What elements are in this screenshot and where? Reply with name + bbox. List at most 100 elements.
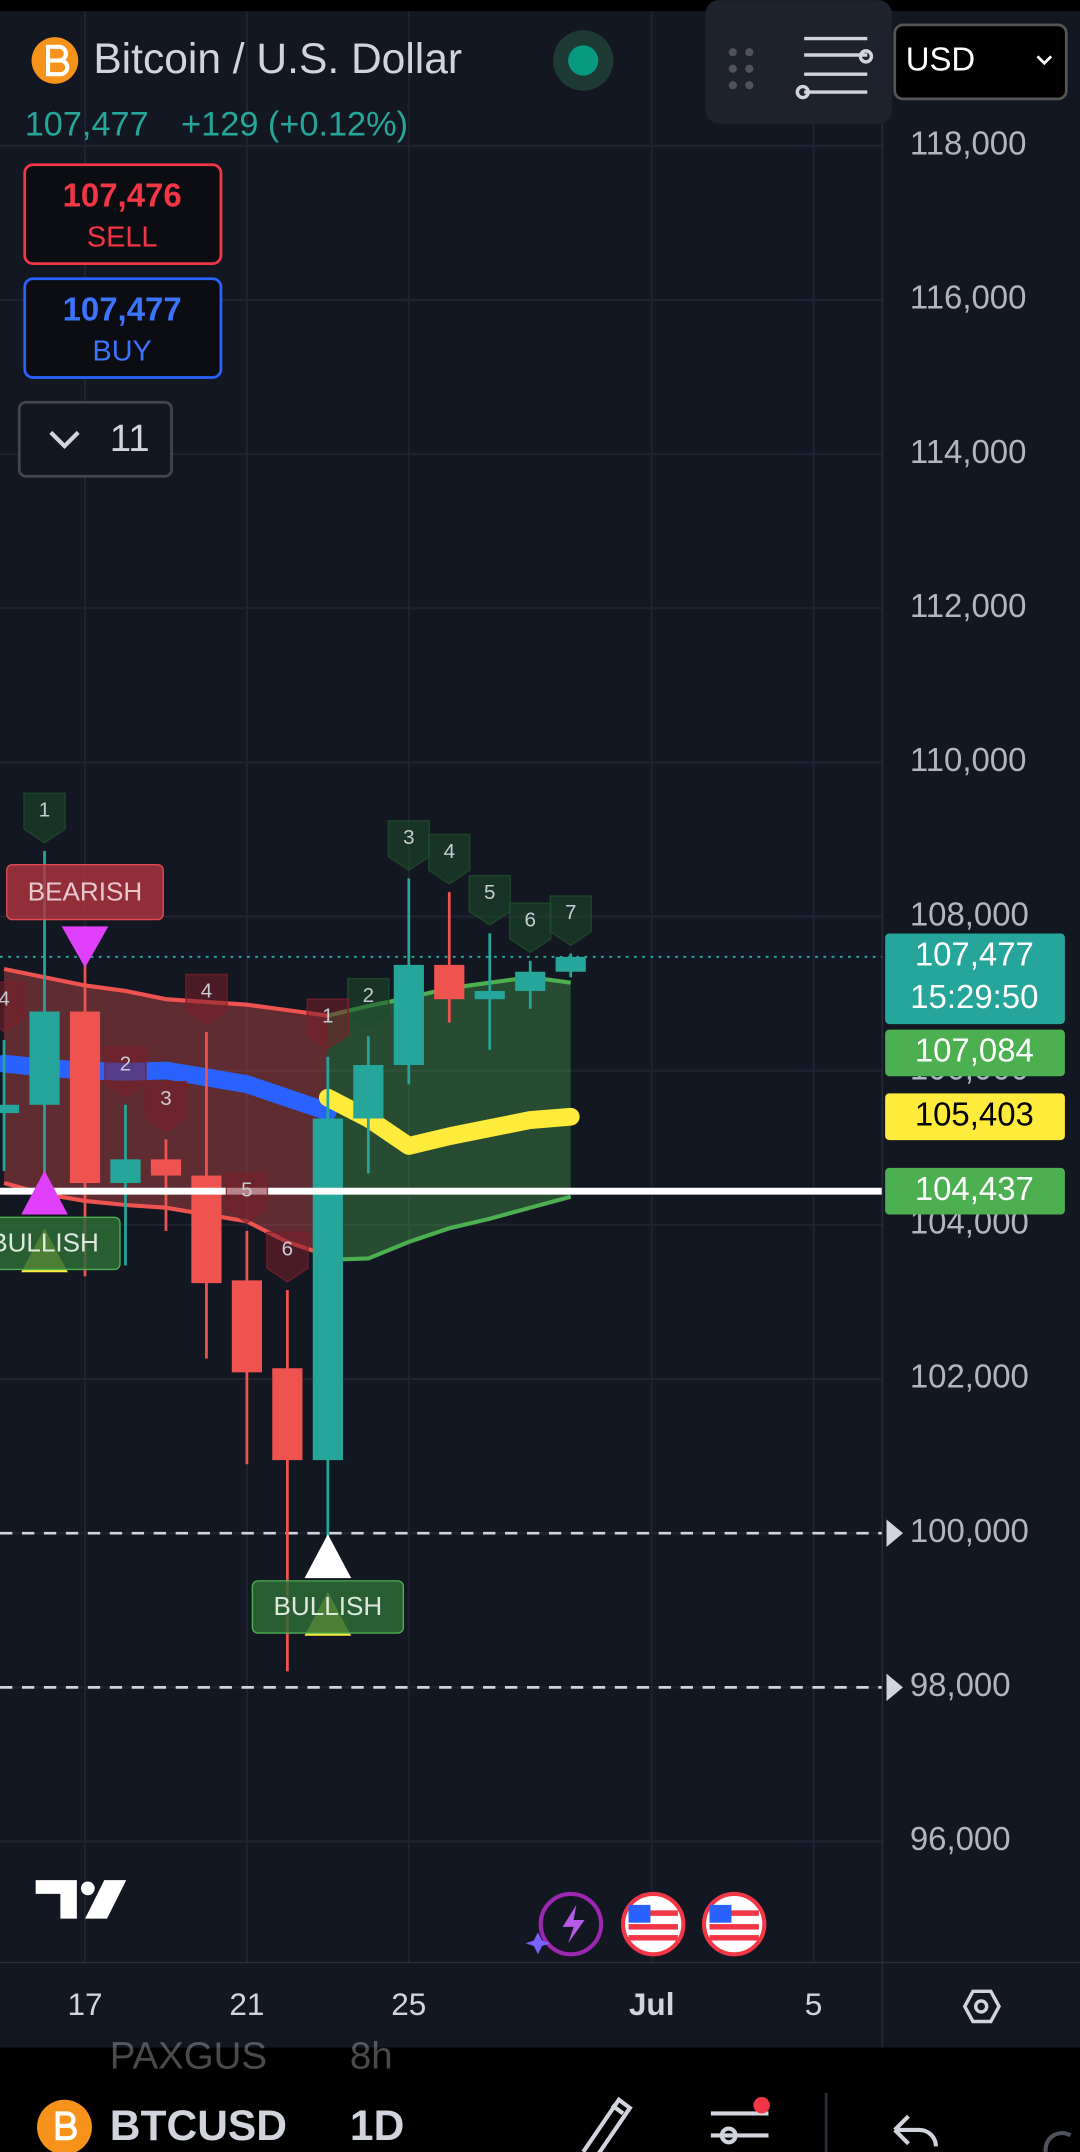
signal-label: BULLISH	[0, 1228, 99, 1258]
sell-price: 107,476	[63, 176, 182, 213]
y-tick-label: 116,000	[910, 279, 1027, 316]
economic-event[interactable]	[701, 1891, 767, 1957]
count-label: 2	[120, 1052, 131, 1075]
buy-button-frame	[23, 277, 223, 379]
price-badge-label: 104,437	[915, 1170, 1034, 1207]
notification-dot	[753, 2096, 770, 2114]
symbol-title[interactable]: Bitcoin / U.S. Dollar	[93, 35, 462, 83]
band-upper	[3, 966, 329, 1018]
indicators-count: 11	[110, 417, 150, 460]
count-badge	[23, 792, 66, 844]
tradingview-logo-dot	[80, 1881, 95, 1896]
settings-icon-hole	[973, 1999, 989, 2014]
candle-body	[231, 1280, 263, 1373]
undo-icon[interactable]	[893, 2114, 938, 2147]
count-label: 6	[282, 1238, 293, 1261]
candle-body	[272, 1368, 303, 1461]
x-tick-label: 21	[229, 1986, 264, 2022]
candle-body	[353, 1065, 384, 1119]
select-frame	[893, 23, 1068, 101]
market-status-dot	[568, 45, 599, 76]
lightning-icon	[562, 1904, 585, 1944]
candle-body	[29, 1011, 60, 1105]
count-label: 3	[160, 1087, 171, 1110]
price-axis: 96,00098,000100,000102,000104,000106,000…	[885, 124, 1065, 1857]
y-tick-label: 118,000	[910, 124, 1027, 161]
candle-body	[0, 1104, 20, 1114]
count-label: 1	[39, 799, 50, 822]
chevron-icon	[49, 430, 80, 450]
count-label: 4	[201, 980, 212, 1003]
x-tick-label: 25	[391, 1986, 426, 2022]
indicators-icon[interactable]	[710, 2111, 769, 2145]
menu-icon[interactable]	[795, 36, 874, 100]
signal-box	[6, 863, 164, 921]
count-badge	[185, 973, 228, 1025]
status-edge	[0, 0, 1080, 12]
count-label: 5	[241, 1179, 252, 1202]
signal-box	[0, 1216, 121, 1271]
alert-marker	[886, 1673, 903, 1702]
signal-arrow	[21, 1170, 68, 1215]
peek-interval: 8h	[350, 2035, 393, 2078]
count-badge	[104, 1046, 147, 1098]
count-badge	[468, 874, 512, 926]
currency-label: USD	[906, 41, 976, 78]
signal-arrow	[304, 1534, 352, 1579]
settings-icon[interactable]	[962, 1989, 1001, 2024]
y-tick-label: 112,000	[910, 587, 1027, 624]
price-badge	[885, 1167, 1065, 1215]
candle-body	[69, 1011, 101, 1184]
count-badge	[225, 1172, 269, 1224]
sell-button-frame	[23, 163, 223, 265]
currency-select[interactable]: USD	[893, 23, 1068, 101]
plot-area: 1 2 3 4 5 6 7 4 2 3 4 5 6 1 BEARISH BULLISH BULLISH	[0, 11, 883, 1963]
drag-handle[interactable]	[728, 48, 754, 90]
economic-event[interactable]	[620, 1891, 686, 1957]
candle-body	[515, 971, 546, 991]
x-tick-label: Jul	[629, 1986, 675, 2022]
signal-arrow	[61, 926, 109, 968]
price-badge	[885, 933, 1065, 1025]
peek-symbol: PAXGUS	[110, 2035, 267, 2078]
drawing-tool-icon[interactable]	[581, 2096, 633, 2152]
redo-icon[interactable]	[1043, 2131, 1072, 2152]
interval-button[interactable]: 1D	[350, 2102, 404, 2150]
signal-box	[251, 1580, 405, 1634]
last-price: 107,477	[25, 105, 149, 143]
bitcoin-icon-glyph	[45, 44, 70, 77]
chevron-icon	[1036, 55, 1053, 66]
y-tick-label: 100,000	[910, 1512, 1029, 1549]
symbol-icon-glyph	[55, 2111, 77, 2141]
candle-body	[150, 1159, 182, 1176]
buy-label: BUY	[93, 335, 152, 367]
watchlist-peek: PAXGUS 8h	[110, 2035, 393, 2078]
sparkle-icon	[525, 1932, 551, 1955]
y-tick-label: 110,000	[910, 741, 1027, 778]
indicators-toggle[interactable]: 11	[17, 400, 173, 478]
signal-label: BEARISH	[28, 876, 142, 906]
sell-button[interactable]: 107,476 SELL	[23, 163, 223, 265]
price-badge-label: 107,084	[915, 1032, 1034, 1069]
y-tick-label: 96,000	[910, 1820, 1011, 1857]
events-icon[interactable]	[538, 1891, 604, 1957]
toggle-frame	[17, 400, 173, 478]
count-label: 7	[565, 901, 576, 924]
y-tick-label: 108,000	[910, 895, 1029, 932]
y-tick-label: 114,000	[910, 433, 1027, 470]
count-badge	[387, 820, 431, 872]
symbol-button[interactable]: BTCUSD	[110, 2102, 287, 2150]
count-badge	[306, 998, 350, 1050]
price-badge-label: 107,477	[915, 936, 1034, 973]
count-badge	[428, 833, 471, 885]
buy-button[interactable]: 107,477 BUY	[23, 277, 223, 379]
candle-body	[110, 1159, 141, 1184]
band-lower	[327, 1194, 572, 1262]
tradingview-logo[interactable]	[35, 1880, 127, 1919]
sell-label: SELL	[87, 222, 157, 254]
price-badge-label: 105,403	[915, 1095, 1034, 1132]
count-label: 4	[0, 988, 10, 1011]
count-label: 4	[444, 840, 455, 863]
buy-price: 107,477	[63, 290, 182, 327]
